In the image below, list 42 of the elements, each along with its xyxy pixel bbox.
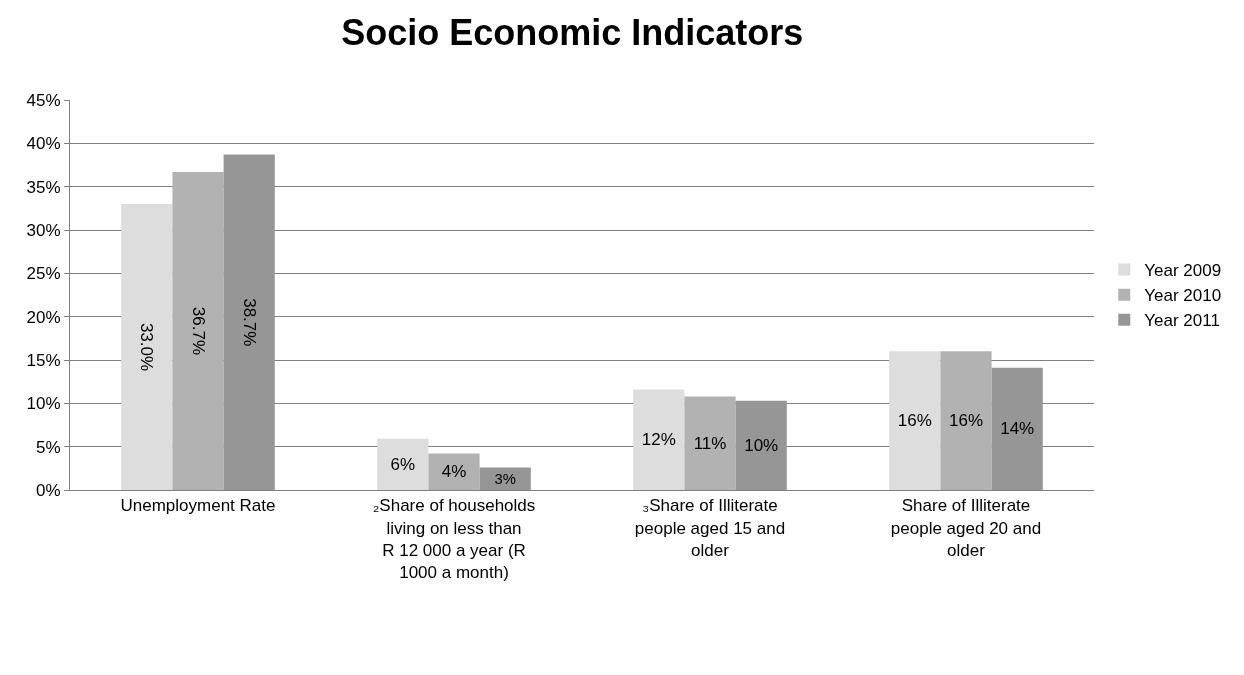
data-label: 4% [441, 462, 467, 482]
x-tick-label: ₃Share of Illiterate people aged 15 and older [634, 496, 786, 560]
data-label: 16% [948, 411, 984, 431]
data-label: 3% [494, 470, 516, 487]
bar [889, 351, 941, 490]
data-label: 14% [1000, 419, 1035, 439]
x-tick-label: ₂Share of households living on less than R 12 000 a year (R 1000 a month) [372, 496, 536, 582]
chart-title: Socio Economic Indicators [341, 12, 804, 54]
bar [121, 204, 173, 490]
y-tick-label: 0% [36, 480, 61, 500]
data-label: 11% [693, 433, 727, 453]
bar [172, 171, 224, 490]
legend-label: Year 2009 [1144, 261, 1222, 281]
data-label: 12% [641, 430, 676, 450]
y-tick-label: 15% [26, 350, 61, 370]
x-tick-label: Unemployment Rate [120, 496, 276, 516]
data-label: 10% [744, 435, 779, 455]
y-tick-label: 35% [26, 177, 61, 197]
bar [735, 400, 787, 490]
y-tick-label: 45% [26, 90, 61, 110]
data-label: 36.7% [188, 306, 208, 356]
bar [991, 367, 1043, 490]
bar [633, 389, 685, 490]
legend-label: Year 2011 [1144, 311, 1220, 331]
bar [940, 351, 992, 490]
y-tick-label: 20% [26, 307, 61, 327]
x-tick-label: Share of Illiterate people aged 20 and older [890, 496, 1042, 560]
data-label: 6% [390, 454, 416, 474]
y-tick-label: 25% [26, 264, 61, 284]
y-tick-label: 10% [26, 394, 61, 414]
data-label: 16% [897, 411, 932, 431]
bar [223, 154, 275, 490]
y-tick-label: 40% [26, 134, 61, 154]
bar [377, 438, 429, 490]
y-tick-label: 30% [26, 220, 61, 240]
bar [684, 396, 736, 490]
bar [479, 467, 531, 490]
bar [428, 453, 480, 490]
data-label: 38.7% [239, 298, 259, 347]
legend-label: Year 2010 [1144, 286, 1222, 306]
data-label: 33.0% [137, 322, 157, 372]
y-tick-label: 5% [36, 437, 61, 457]
